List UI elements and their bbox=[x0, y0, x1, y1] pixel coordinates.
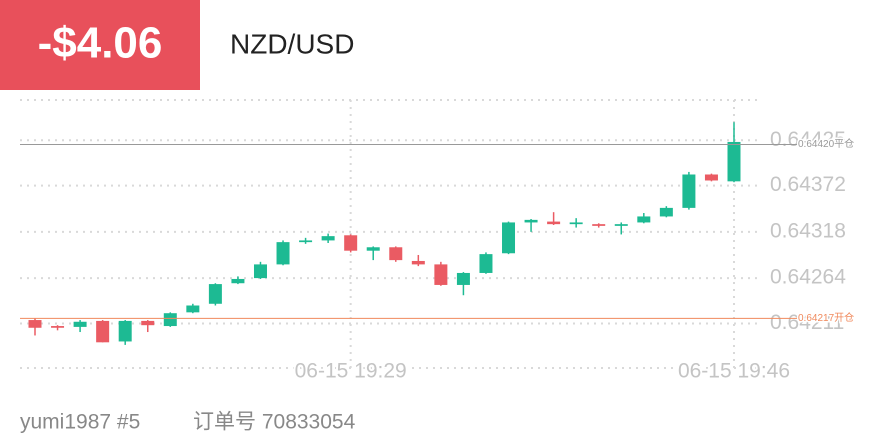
candle-body bbox=[299, 240, 313, 243]
candle-body bbox=[659, 207, 673, 217]
x-tick-label: 06-15 19:46 bbox=[678, 360, 790, 383]
candle-body bbox=[344, 235, 358, 251]
candle-body bbox=[51, 326, 65, 328]
candle-body bbox=[163, 313, 177, 327]
candle-body bbox=[389, 247, 403, 261]
y-tick-label: 0.64372 bbox=[770, 173, 846, 196]
candle-body bbox=[682, 174, 696, 208]
candle-body bbox=[253, 264, 267, 279]
candle-body bbox=[704, 174, 718, 181]
candle-body bbox=[118, 320, 132, 342]
candle-body bbox=[366, 247, 380, 251]
candle-body bbox=[479, 254, 493, 273]
y-tick-label: 0.64318 bbox=[770, 219, 846, 242]
candle-body bbox=[186, 305, 200, 313]
candle-body bbox=[231, 278, 245, 284]
reference-label: 0.64420平仓 bbox=[798, 137, 854, 150]
candle-body bbox=[569, 222, 583, 225]
order-number: 订单号 70833054 bbox=[193, 411, 356, 434]
candle-body bbox=[434, 264, 448, 285]
candle-body bbox=[276, 242, 290, 265]
reference-label: 0.64217开仓 bbox=[798, 311, 854, 324]
candle-body bbox=[456, 272, 470, 285]
candle-body bbox=[141, 320, 155, 326]
candle-body bbox=[614, 224, 628, 226]
y-tick-label: 0.64211 bbox=[770, 311, 844, 334]
candle-body bbox=[411, 260, 425, 265]
candle-body bbox=[502, 222, 516, 254]
user: yumi1987 #5 bbox=[20, 411, 140, 434]
candle-body bbox=[727, 141, 741, 182]
x-tick-label: 06-15 19:29 bbox=[295, 360, 407, 383]
candle-body bbox=[73, 321, 87, 327]
candle-body bbox=[592, 224, 606, 226]
y-tick-label: 0.64425 bbox=[770, 128, 846, 151]
candle-body bbox=[547, 221, 561, 225]
candle-body bbox=[637, 216, 651, 223]
candle-body bbox=[208, 284, 222, 304]
candle-body bbox=[321, 236, 335, 241]
candle-body bbox=[96, 320, 110, 343]
symbol: NZD/USD bbox=[230, 28, 354, 59]
pnl: -$4.06 bbox=[38, 19, 163, 68]
candle-body bbox=[524, 219, 538, 223]
candle-body bbox=[28, 320, 42, 328]
pnl-badge bbox=[0, 0, 200, 90]
y-tick-label: 0.64264 bbox=[770, 266, 846, 289]
